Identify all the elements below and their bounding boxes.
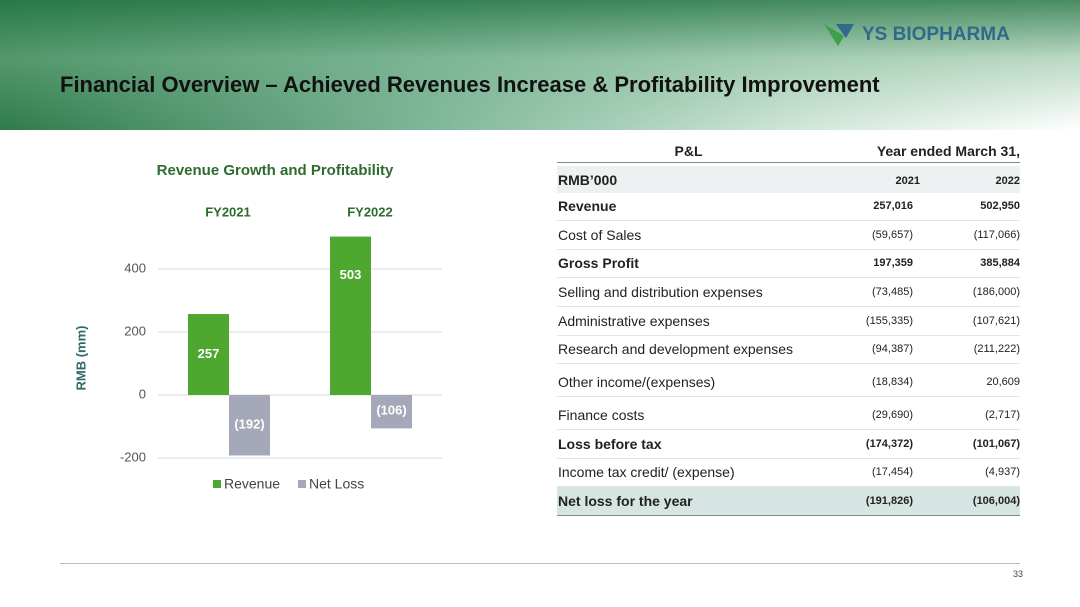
row-label: Gross Profit	[558, 255, 639, 271]
chart: Revenue Growth and Profitability RMB (mm…	[73, 162, 442, 492]
row-rule	[557, 306, 1020, 307]
column-header: 2021	[895, 175, 920, 187]
y-tick-label: 400	[124, 260, 146, 275]
row-value: (107,621)	[972, 315, 1020, 327]
value-label: 257	[198, 346, 220, 361]
bar	[330, 236, 371, 395]
row-highlight	[557, 487, 1020, 515]
row-value: (117,066)	[973, 229, 1020, 241]
row-label: Cost of Sales	[558, 227, 642, 243]
row-label: Administrative expenses	[558, 313, 710, 329]
row-value: 20,609	[986, 376, 1020, 388]
period: Year ended March 31,	[876, 143, 1020, 159]
row-rule	[557, 396, 1020, 397]
row-value: 197,359	[873, 257, 913, 269]
y-tick-label: -200	[120, 449, 146, 464]
logo-icon	[824, 24, 854, 46]
row-rule	[557, 249, 1020, 250]
footer-rule	[60, 563, 1020, 564]
row-value: 502,950	[980, 200, 1020, 212]
row-value: (191,826)	[865, 495, 913, 507]
row-value: (59,657)	[872, 229, 913, 241]
row-value: (18,834)	[872, 376, 913, 388]
legend-swatch	[298, 480, 306, 488]
row-label: Income tax credit/ (expense)	[558, 464, 735, 480]
row-rule	[557, 363, 1020, 364]
column-header: 2022	[995, 175, 1020, 187]
legend-label: Revenue	[224, 476, 280, 492]
row-value: (2,717)	[985, 409, 1020, 421]
row-label: Other income/(expenses)	[558, 374, 716, 390]
value-label: 503	[340, 267, 362, 282]
row-value: (73,485)	[872, 286, 913, 298]
row-rule	[557, 335, 1020, 336]
chart-title: Revenue Growth and Profitability	[157, 162, 394, 179]
category-label: FY2022	[347, 204, 393, 219]
banner	[0, 0, 1080, 130]
row-value: (155,335)	[865, 315, 913, 327]
row-rule	[557, 515, 1020, 516]
row-value: (174,372)	[865, 438, 913, 450]
row-value: (29,690)	[872, 409, 913, 421]
row-label: Finance costs	[558, 407, 645, 423]
row-rule	[557, 458, 1020, 459]
row-rule	[557, 486, 1020, 487]
y-tick-label: 0	[139, 386, 146, 401]
y-tick-label: 200	[124, 323, 146, 338]
row-value: (106,004)	[972, 495, 1020, 507]
row-value: (186,000)	[972, 286, 1020, 298]
bar	[229, 395, 270, 456]
row-value: (4,937)	[985, 466, 1020, 478]
row-value: (101,067)	[972, 438, 1020, 450]
row-value: (211,222)	[973, 343, 1020, 355]
legend-label: Net Loss	[309, 476, 364, 492]
legend-swatch	[213, 480, 221, 488]
unit: RMB’000	[558, 172, 618, 188]
row-rule	[557, 220, 1020, 221]
row-rule	[557, 277, 1020, 278]
unit-bg	[557, 166, 1020, 193]
category-label: FY2021	[205, 204, 251, 219]
header-rule	[557, 162, 1020, 163]
logo: YS BIOPHARMA	[862, 24, 1010, 45]
row-value: 385,884	[980, 257, 1020, 269]
value-label: (192)	[234, 416, 264, 431]
row-label: Revenue	[558, 198, 617, 214]
row-label: Loss before tax	[558, 436, 662, 452]
value-label: (106)	[376, 402, 406, 417]
row-value: (17,454)	[872, 466, 913, 478]
slide-title: Financial Overview – Achieved Revenues I…	[60, 72, 880, 97]
row-label: Research and development expenses	[558, 341, 794, 357]
row-value: (94,387)	[872, 343, 913, 355]
bar	[188, 314, 229, 395]
y-axis-label: RMB (mm)	[73, 326, 88, 391]
bar	[371, 395, 412, 429]
row-label: Net loss for the year	[558, 493, 693, 509]
row-value: 257,016	[873, 200, 913, 212]
row-label: Selling and distribution expenses	[558, 284, 763, 300]
page-number: 33	[1012, 569, 1023, 579]
table-title: P&L	[674, 143, 703, 159]
row-rule	[557, 429, 1020, 430]
